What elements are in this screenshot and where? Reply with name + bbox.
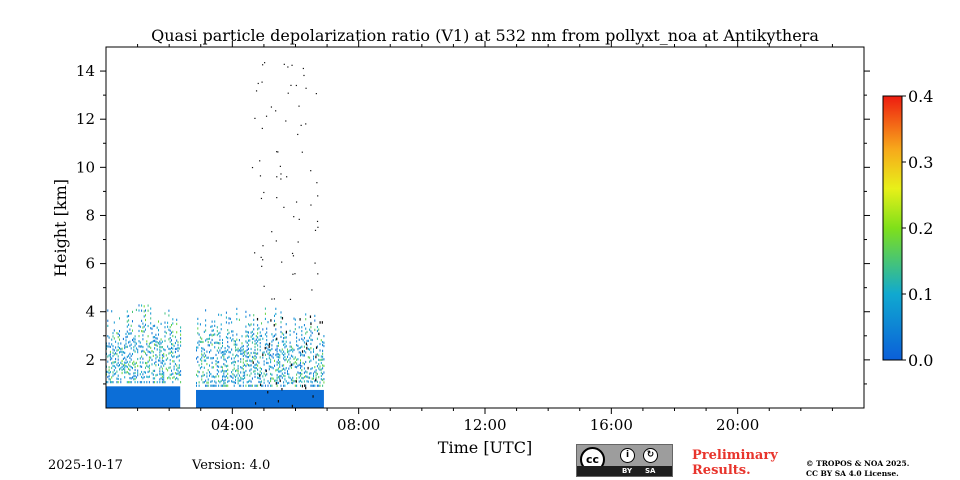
low-layer-segment-2 [196, 389, 324, 408]
preliminary-notice: Preliminary Results. [692, 448, 778, 478]
colorbar-ticks: 0.0 0.1 0.2 0.3 0.4 [902, 87, 933, 370]
aerosol-columns-1 [106, 304, 182, 384]
plot-frame [105, 46, 865, 409]
y-tick-label: 8 [85, 206, 95, 224]
copyright-line-2: CC BY SA 4.0 License. [806, 469, 899, 478]
preliminary-line-1: Preliminary [692, 448, 778, 463]
badge-by-label: BY [622, 467, 633, 475]
x-tick-label: 12:00 [463, 416, 506, 434]
y-axis-label: Height [km] [51, 179, 70, 277]
copyright-line-1: © TROPOS & NOA 2025. [806, 459, 910, 468]
cc-license-badge[interactable]: cc i ↻ BY SA [576, 444, 673, 477]
colorbar-tick-label: 0.1 [908, 285, 933, 304]
x-axis-label: Time [UTC] [438, 438, 532, 457]
copyright-notice: © TROPOS & NOA 2025. CC BY SA 4.0 Licens… [806, 459, 909, 479]
colorbar-tick-label: 0.0 [908, 351, 933, 370]
aerosol-columns-2 [196, 307, 325, 387]
x-tick-label: 08:00 [337, 416, 380, 434]
y-tick-label: 2 [85, 351, 95, 369]
y-tick-label: 14 [76, 62, 95, 80]
badge-sa-label: SA [645, 467, 656, 475]
footer-version: Version: 4.0 [192, 458, 271, 473]
low-layer-segment-1 [106, 386, 181, 408]
axes: 04:00 08:00 12:00 16:00 20:00 2 4 6 8 10 12 14 [76, 41, 870, 434]
y-tick-label: 10 [76, 158, 95, 176]
colorbar [882, 95, 903, 361]
cloud-speckles [251, 62, 323, 408]
x-tick-label: 16:00 [590, 416, 633, 434]
x-tick-label: 04:00 [211, 416, 254, 434]
share-alike-icon: ↻ [643, 448, 658, 463]
y-tick-label: 6 [85, 255, 95, 273]
colorbar-tick-label: 0.4 [908, 87, 933, 106]
y-tick-label: 4 [85, 303, 95, 321]
y-tick-label: 12 [76, 110, 95, 128]
footer-date: 2025-10-17 [48, 458, 123, 473]
colorbar-tick-label: 0.2 [908, 219, 933, 238]
by-person-icon: i [620, 448, 635, 463]
preliminary-line-2: Results. [692, 463, 751, 478]
heatmap-area [106, 62, 325, 408]
badge-bar [577, 466, 672, 476]
chart-title: Quasi particle depolarization ratio (V1)… [151, 26, 819, 45]
x-tick-label: 20:00 [716, 416, 759, 434]
colorbar-tick-label: 0.3 [908, 153, 933, 172]
